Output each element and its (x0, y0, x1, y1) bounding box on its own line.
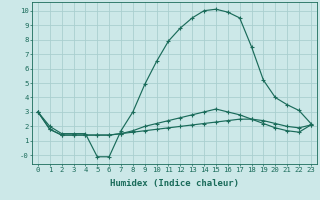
X-axis label: Humidex (Indice chaleur): Humidex (Indice chaleur) (110, 179, 239, 188)
